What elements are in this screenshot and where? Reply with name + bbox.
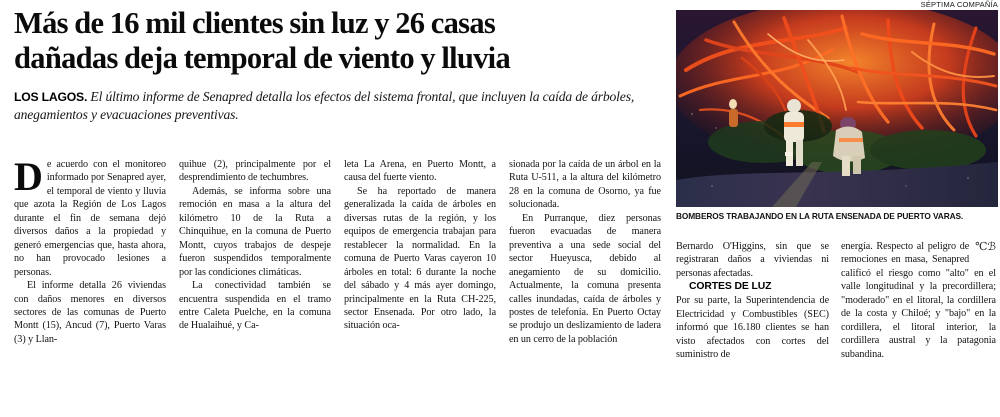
- body-column-5: Bernardo O'Higgins, sin que se registrar…: [676, 240, 829, 361]
- paragraph-text: energía. Respecto al peligro de remocion…: [841, 241, 996, 360]
- section-subhead: CORTES DE LUZ: [689, 281, 772, 293]
- paragraph: sionada por la caída de un árbol en la R…: [509, 158, 661, 212]
- page-title: Más de 16 mil clientes sin luz y 26 casa…: [14, 6, 670, 76]
- paragraph: Bernardo O'Higgins, sin que se registrar…: [676, 240, 829, 280]
- paragraph-text: Por su parte, la Superintendencia de Ele…: [676, 295, 829, 360]
- paragraph-text: leta La Arena, en Puerto Montt, a causa …: [344, 159, 496, 184]
- paragraph-text: quihue (2), principalmente por el despre…: [179, 159, 331, 184]
- headline-block: Más de 16 mil clientes sin luz y 26 casa…: [14, 6, 670, 124]
- photo-block: SÉPTIMA COMPAÑÍA: [676, 1, 998, 221]
- paragraph-text: Además, se informa sobre una remoción en…: [179, 185, 331, 278]
- paragraph: La conectividad también se encuentra sus…: [179, 279, 331, 333]
- photo-caption: BOMBEROS TRABAJANDO EN LA RUTA ENSENADA …: [676, 211, 964, 221]
- paragraph-text: El informe detalla 26 viviendas con daño…: [14, 280, 166, 345]
- body-column-2: quihue (2), principalmente por el despre…: [179, 158, 331, 333]
- photo-illustration: [676, 10, 998, 207]
- paragraph: Por su parte, la Superintendencia de Ele…: [676, 294, 829, 361]
- photo-credit: SÉPTIMA COMPAÑÍA: [920, 0, 998, 9]
- news-photo: [676, 10, 998, 207]
- paragraph-text: Bernardo O'Higgins, sin que se registrar…: [676, 241, 829, 279]
- paragraph: quihue (2), principalmente por el despre…: [179, 158, 331, 185]
- standfirst: LOS LAGOS. El último informe de Senapred…: [14, 88, 670, 124]
- paragraph-text: sionada por la caída de un árbol en la R…: [509, 159, 661, 211]
- paragraph-text: La conectividad también se encuentra sus…: [179, 280, 331, 332]
- paragraph-text: En Purranque, diez personas fueron evacu…: [509, 212, 661, 345]
- paragraph: El informe detalla 26 viviendas con daño…: [14, 279, 166, 346]
- paragraph-text: Se ha reportado de manera generalizada l…: [344, 185, 496, 332]
- body-column-6: ℃ℬ energía. Respecto al peligro de remoci…: [841, 240, 996, 361]
- drop-cap: D: [14, 154, 43, 199]
- headline-line-1: Más de 16 mil clientes sin luz y 26 casa…: [14, 6, 496, 40]
- body-column-3: leta La Arena, en Puerto Montt, a causa …: [344, 158, 496, 333]
- paragraph-text: e acuerdo con el monitoreo informado por…: [14, 159, 166, 278]
- paragraph: Además, se informa sobre una remoción en…: [179, 185, 331, 279]
- firefighter-figure-left: [784, 99, 804, 166]
- paragraph: leta La Arena, en Puerto Montt, a causa …: [344, 158, 496, 185]
- section-kicker: LOS LAGOS.: [14, 89, 88, 104]
- headline-line-2: dañadas deja temporal de viento y lluvia: [14, 40, 511, 75]
- paragraph: En Purranque, diez personas fueron evacu…: [509, 212, 661, 347]
- paragraph: ℃ℬ energía. Respecto al peligro de remoci…: [841, 240, 996, 361]
- paragraph: Se ha reportado de manera generalizada l…: [344, 185, 496, 333]
- body-column-4: sionada por la caída de un árbol en la R…: [509, 158, 661, 346]
- firefighter-figure-right: [833, 117, 865, 176]
- standfirst-text: El último informe de Senapred detalla lo…: [14, 88, 635, 122]
- end-ornament: ℃ℬ: [975, 241, 996, 253]
